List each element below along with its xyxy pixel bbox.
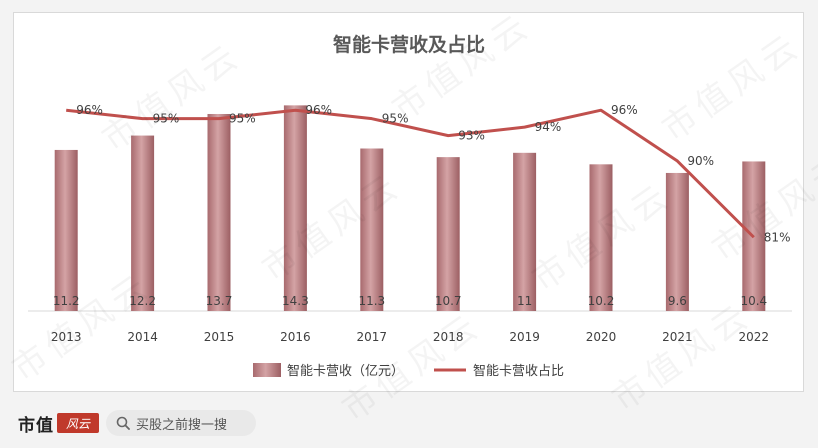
bar-value-label: 10.4	[740, 294, 767, 308]
share-value-label: 95%	[153, 112, 180, 126]
x-tick-label: 2016	[280, 330, 311, 344]
legend-bar-label: 智能卡营收（亿元）	[287, 364, 404, 379]
share-value-label: 96%	[611, 103, 638, 117]
bar-value-label: 9.6	[668, 294, 687, 308]
bar-value-label: 10.7	[435, 294, 462, 308]
x-tick-label: 2018	[433, 330, 464, 344]
share-value-label: 96%	[305, 103, 332, 117]
chart-card: 智能卡营收及占比 11.2 12.2 13.7 14.3 11.3 10.7 11 10.2 9…	[13, 12, 804, 392]
legend-line-label: 智能卡营收占比	[473, 364, 564, 379]
search-placeholder: 买股之前搜一搜	[136, 417, 228, 433]
share-value-label: 95%	[382, 112, 409, 126]
search-bar[interactable]: 买股之前搜一搜	[106, 410, 256, 436]
share-value-label: 94%	[535, 120, 562, 134]
x-tick-label: 2022	[739, 330, 770, 344]
x-tick-label: 2014	[127, 330, 158, 344]
brand-text: 市值	[18, 415, 54, 436]
search-icon	[116, 416, 130, 430]
x-tick-label: 2017	[357, 330, 388, 344]
share-value-label: 95%	[229, 112, 256, 126]
x-tick-label: 2015	[204, 330, 235, 344]
bar-2013	[54, 149, 78, 311]
bar-2021	[665, 172, 689, 311]
share-value-label: 90%	[687, 154, 714, 168]
bar-value-label: 12.2	[129, 294, 156, 308]
bar-value-label: 11.2	[53, 294, 80, 308]
bar-value-label: 11	[517, 294, 532, 308]
x-tick-label: 2020	[586, 330, 617, 344]
share-value-label: 81%	[764, 230, 791, 244]
footer: 市值 风云 买股之前搜一搜	[0, 398, 818, 448]
bar-2016	[283, 105, 307, 311]
bar-value-label: 10.2	[588, 294, 615, 308]
legend-bar-swatch	[253, 363, 281, 377]
chart-title: 智能卡营收及占比	[333, 33, 485, 56]
bar-2017	[360, 148, 384, 311]
bar-value-label: 13.7	[206, 294, 233, 308]
x-tick-label: 2013	[51, 330, 82, 344]
x-tick-label: 2021	[662, 330, 693, 344]
legend: 智能卡营收（亿元） 智能卡营收占比	[253, 363, 564, 379]
bar-value-label: 11.3	[358, 294, 385, 308]
bar-2020	[589, 164, 613, 311]
chart: 智能卡营收及占比 11.2 12.2 13.7 14.3 11.3 10.7 11 10.2 9…	[28, 33, 792, 379]
brand-logo[interactable]: 市值 风云	[18, 412, 99, 436]
share-value-label: 96%	[76, 103, 103, 117]
bar-2014	[131, 135, 155, 311]
x-tick-label: 2019	[509, 330, 540, 344]
share-line	[66, 108, 755, 239]
bar-value-label: 14.3	[282, 294, 309, 308]
bar-2019	[513, 152, 537, 311]
brand-badge: 风云	[57, 413, 99, 433]
bar-2018	[436, 157, 460, 311]
bar-2015	[207, 113, 231, 311]
share-value-label: 93%	[458, 129, 485, 143]
